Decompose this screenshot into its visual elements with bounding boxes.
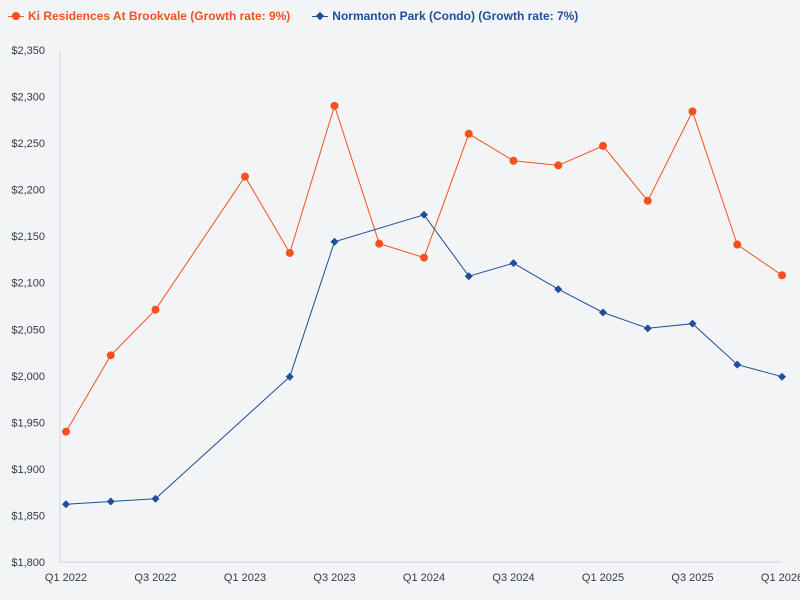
data-point-circle[interactable] bbox=[330, 101, 339, 110]
data-point-diamond[interactable] bbox=[464, 272, 473, 281]
series-1 bbox=[62, 210, 786, 509]
axes bbox=[59, 50, 782, 563]
x-tick-label: Q3 2022 bbox=[134, 572, 176, 584]
x-axis-ticks: Q1 2022 Q3 2022 Q1 2023 Q3 2023 Q1 2024 Q3 20… bbox=[45, 572, 800, 584]
x-tick-label: Q3 2024 bbox=[492, 572, 534, 584]
legend-marker-circle-icon bbox=[8, 10, 24, 22]
data-point-diamond[interactable] bbox=[420, 210, 428, 219]
series-line bbox=[65, 104, 783, 432]
y-tick-label: $1,900 bbox=[11, 464, 45, 476]
data-point-circle[interactable] bbox=[509, 156, 518, 165]
data-point-circle[interactable] bbox=[554, 161, 563, 170]
data-point-diamond[interactable] bbox=[285, 372, 294, 381]
data-point-diamond[interactable] bbox=[688, 319, 697, 328]
data-point-diamond[interactable] bbox=[643, 324, 652, 333]
series-line bbox=[65, 214, 783, 505]
x-tick-label: Q1 2026 bbox=[761, 572, 800, 584]
x-tick-label: Q1 2023 bbox=[224, 572, 266, 584]
legend-label-ki-residences: Ki Residences At Brookvale (Growth rate:… bbox=[28, 9, 291, 23]
y-tick-label: $1,800 bbox=[11, 557, 45, 569]
x-tick-label: Q3 2025 bbox=[671, 572, 713, 584]
series-0 bbox=[62, 101, 786, 436]
y-tick-label: $2,050 bbox=[11, 324, 45, 336]
y-tick-label: $2,150 bbox=[11, 231, 45, 243]
data-point-diamond[interactable] bbox=[151, 494, 160, 503]
x-tick-label: Q1 2025 bbox=[582, 572, 624, 584]
y-tick-label: $2,250 bbox=[11, 138, 45, 150]
data-point-circle[interactable] bbox=[688, 107, 697, 116]
legend: Ki Residences At Brookvale (Growth rate:… bbox=[8, 9, 578, 23]
x-tick-label: Q1 2022 bbox=[45, 572, 87, 584]
series-layer bbox=[62, 101, 786, 509]
data-point-circle[interactable] bbox=[778, 271, 786, 280]
legend-item-ki-residences[interactable]: Ki Residences At Brookvale (Growth rate:… bbox=[8, 9, 290, 23]
y-tick-label: $2,000 bbox=[11, 371, 45, 383]
y-tick-label: $1,850 bbox=[11, 510, 45, 522]
data-point-circle[interactable] bbox=[464, 129, 473, 138]
x-tick-label: Q3 2023 bbox=[313, 572, 355, 584]
data-point-diamond[interactable] bbox=[778, 372, 786, 381]
data-point-circle[interactable] bbox=[285, 248, 294, 257]
y-tick-label: $2,300 bbox=[11, 92, 45, 104]
data-point-circle[interactable] bbox=[420, 253, 428, 262]
data-point-circle[interactable] bbox=[733, 240, 742, 249]
data-point-diamond[interactable] bbox=[330, 237, 339, 246]
data-point-diamond[interactable] bbox=[509, 259, 518, 268]
x-tick-label: Q1 2024 bbox=[403, 572, 445, 584]
data-point-circle[interactable] bbox=[62, 427, 70, 436]
data-point-circle[interactable] bbox=[151, 305, 160, 314]
legend-item-normanton-park[interactable]: Normanton Park (Condo) (Growth rate: 7%) bbox=[312, 9, 578, 23]
y-tick-label: $2,350 bbox=[11, 45, 45, 57]
y-tick-label: $1,950 bbox=[11, 417, 45, 429]
data-point-circle[interactable] bbox=[241, 172, 249, 181]
data-point-circle[interactable] bbox=[375, 239, 384, 248]
legend-marker-diamond-icon bbox=[312, 10, 329, 22]
data-point-diamond[interactable] bbox=[62, 500, 70, 509]
data-point-circle[interactable] bbox=[599, 141, 607, 150]
data-point-diamond[interactable] bbox=[554, 285, 563, 294]
data-point-circle[interactable] bbox=[106, 351, 115, 360]
y-tick-label: $2,200 bbox=[11, 185, 45, 197]
data-point-diamond[interactable] bbox=[599, 308, 607, 317]
legend-label-normanton-park: Normanton Park (Condo) (Growth rate: 7%) bbox=[332, 9, 579, 23]
y-axis-ticks: $1,800 $1,850 $1,900 $1,950 $2,000 $2,050 $2,1… bbox=[11, 45, 45, 569]
legend-circle bbox=[12, 12, 20, 20]
data-point-circle[interactable] bbox=[643, 196, 652, 205]
data-point-diamond[interactable] bbox=[106, 497, 115, 506]
y-tick-label: $2,100 bbox=[11, 278, 45, 290]
data-point-diamond[interactable] bbox=[733, 360, 742, 369]
